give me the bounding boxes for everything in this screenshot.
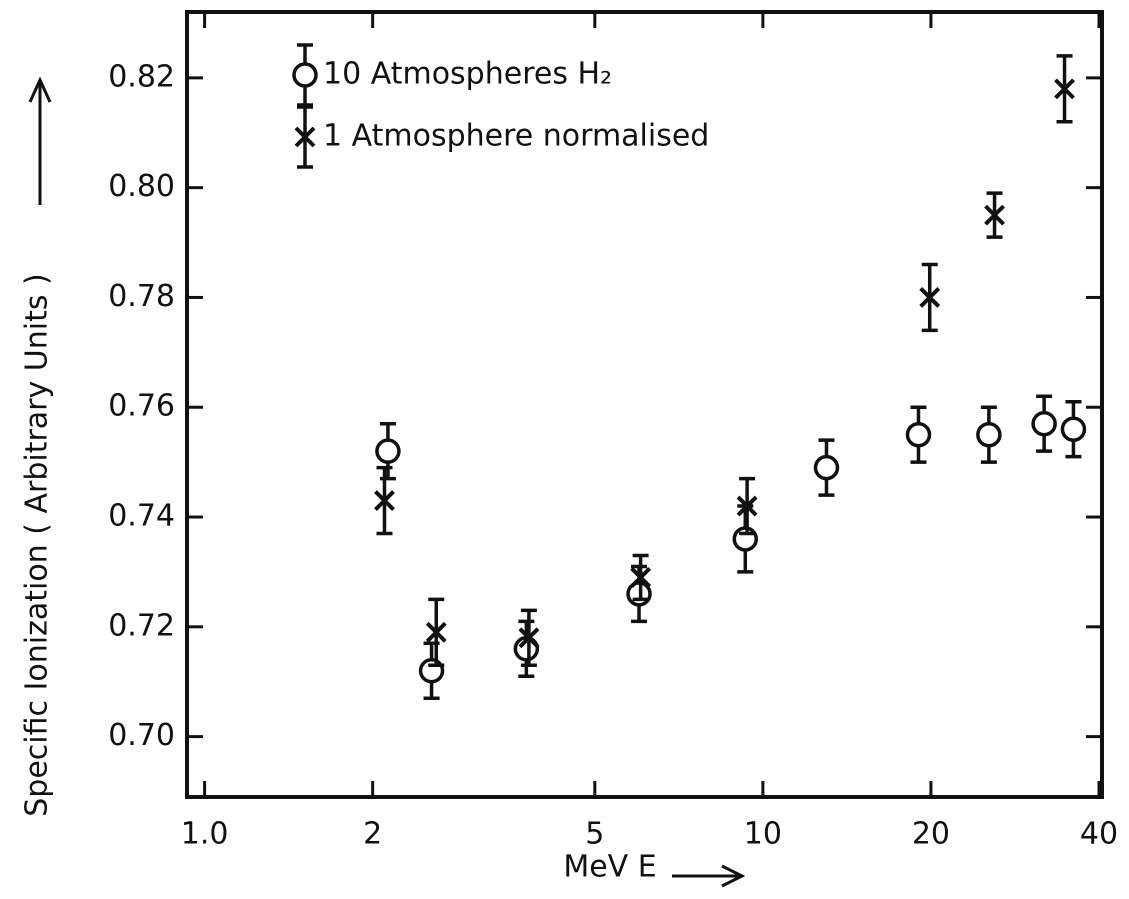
x-tick-label: 20 [912, 817, 950, 852]
x-tick-label: 5 [585, 817, 604, 852]
cross-marker [374, 490, 395, 511]
x-arrow [672, 864, 746, 888]
y-tick-label: 0.72 [108, 608, 175, 643]
cross-marker [984, 204, 1005, 226]
y-tick-label: 0.76 [108, 389, 175, 424]
circle-marker [1060, 416, 1087, 442]
cross-marker [518, 627, 540, 649]
circle-marker [732, 526, 759, 552]
y-tick-label: 0.70 [108, 718, 175, 753]
cross-marker [630, 567, 652, 588]
cross-marker [736, 495, 758, 517]
circle-marker [1031, 410, 1057, 437]
cross-marker [294, 126, 316, 148]
x-tick-label: 2 [363, 817, 382, 852]
cross-marker [1054, 78, 1075, 100]
legend-label: 10 Atmospheres H₂ [323, 57, 612, 92]
y-arrow [28, 76, 52, 205]
circle-marker [905, 421, 932, 448]
legend-label: 1 Atmosphere normalised [323, 119, 709, 154]
y-tick-label: 0.74 [108, 499, 175, 534]
y-tick-label: 0.80 [108, 169, 175, 204]
cross-marker [919, 287, 941, 308]
x-tick-label: 1.0 [181, 817, 229, 852]
circle-marker [375, 438, 401, 464]
x-tick-label: 10 [744, 817, 782, 852]
plot-frame [185, 10, 1104, 799]
x-tick-label: 40 [1080, 817, 1118, 852]
circle-marker [292, 62, 318, 88]
cross-marker [425, 621, 447, 643]
circle-marker [813, 454, 840, 481]
y-axis-label: Specific Ionization ( Arbitrary Units ) [20, 273, 55, 817]
x-axis-label: MeV E [563, 850, 656, 885]
circle-marker [976, 421, 1002, 448]
y-tick-label: 0.82 [108, 59, 175, 94]
circle-marker [418, 657, 445, 684]
y-tick-label: 0.78 [108, 279, 175, 314]
